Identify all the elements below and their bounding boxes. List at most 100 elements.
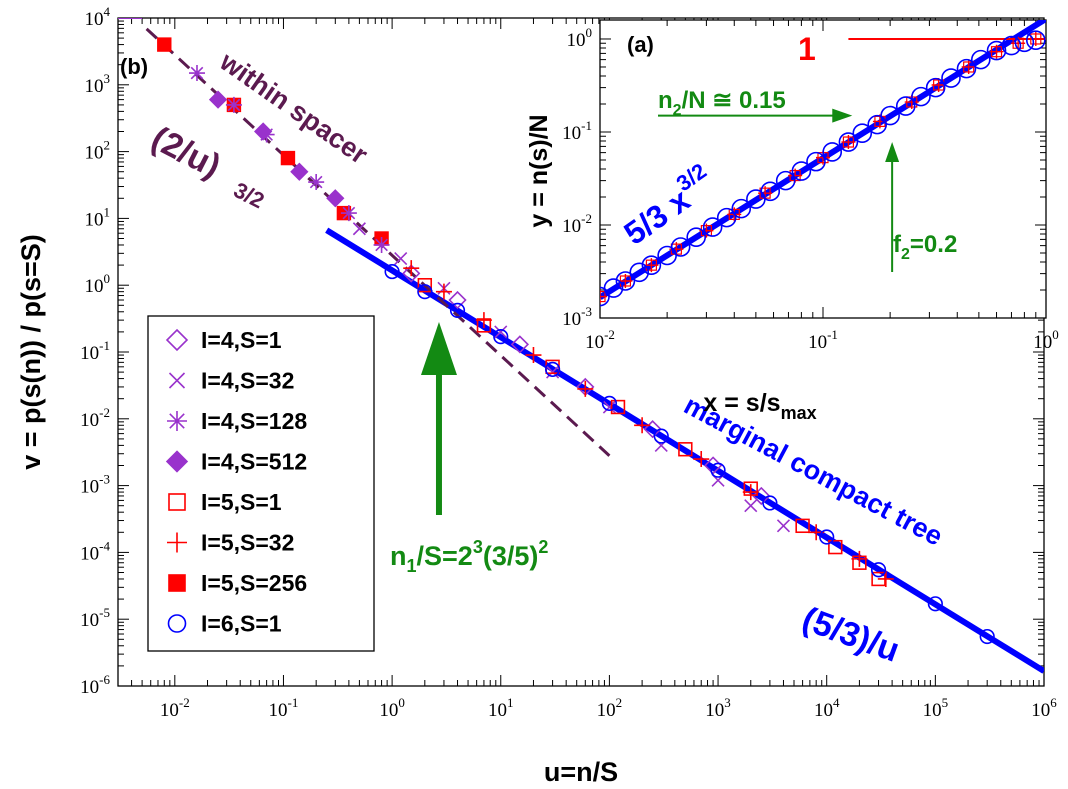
main-data-point (546, 365, 560, 379)
inset-data-point-blue (880, 105, 900, 126)
inset-y-tick-label: 10-3 (562, 304, 592, 330)
legend-item: I=5,S=32 (167, 530, 294, 556)
legend-marker (167, 532, 187, 553)
main-x-tick-label: 100 (379, 695, 405, 721)
main-data-point (280, 150, 296, 166)
main-data-point (493, 329, 509, 345)
inset-data-point-blue (1001, 35, 1022, 56)
inset-data-point-blue (760, 181, 781, 202)
main-data-point (258, 126, 275, 143)
main-data-point (710, 462, 726, 478)
inset-data-point-blue (716, 207, 737, 228)
legend-label: I=6,S=1 (201, 611, 282, 637)
inset-y-tick-label: 100 (567, 25, 593, 51)
main-data-point (157, 37, 172, 52)
main-x-tick-label: 105 (923, 695, 949, 721)
inset-data-point-red-box (619, 275, 632, 287)
main-data-point (742, 484, 759, 501)
one-label: 1 (798, 31, 816, 67)
main-data-point (394, 252, 408, 266)
main-x-tick-label: 102 (597, 695, 623, 721)
legend-marker (168, 493, 186, 511)
main-y-tick-label: 10-1 (80, 338, 110, 364)
inset-ticks (599, 20, 1047, 319)
main-data-point (290, 162, 309, 181)
legend: I=4,S=1 I=4,S=32 I=4,S=128 I=4,S=512 I=5,S=1… (147, 315, 375, 652)
f2-label: f2=0.2 (893, 231, 957, 263)
main-data-point (819, 529, 835, 545)
main-data-point (602, 400, 616, 414)
main-y-tick-label: 100 (85, 271, 111, 297)
main-data-point (352, 222, 366, 236)
inset-data-point-blue (822, 142, 843, 162)
inset-data-point-blue (641, 255, 662, 275)
inset-data-point-blue (791, 161, 812, 181)
legend-item: I=6,S=1 (167, 611, 282, 637)
main-data-point (435, 283, 452, 300)
main-data-point (449, 302, 466, 318)
inset-data-point-blue (925, 77, 946, 98)
main-y-tick-label: 10-6 (80, 672, 110, 698)
main-data-point (828, 539, 843, 555)
main-data-point (979, 628, 995, 645)
main-data-point (870, 562, 887, 578)
inset-data-point-blue (670, 237, 691, 257)
main-data-point (610, 399, 626, 415)
inset-data-point-blue (956, 58, 977, 79)
inset-data-point-blue (941, 68, 961, 88)
main-y-axis-title: v = p(s(n)) / p(s=S) (16, 234, 46, 470)
main-data-point (510, 335, 530, 354)
main-data-point (927, 596, 943, 612)
inset-data-point-red-box (600, 290, 606, 303)
main-data-point (494, 325, 508, 339)
legend-label: I=4,S=128 (201, 408, 307, 434)
main-y-tick-label: 10-5 (80, 605, 110, 631)
main-data-point (525, 347, 542, 364)
main-data-point (448, 290, 467, 310)
f2-arrow (885, 142, 900, 272)
main-x-tick-label: 101 (488, 695, 514, 721)
legend-label: I=4,S=512 (201, 449, 307, 475)
main-data-point (417, 284, 433, 300)
main-y-tick-label: 103 (85, 71, 111, 97)
legend-label: I=5,S=1 (201, 489, 282, 515)
main-x-tick-label: 106 (1031, 695, 1057, 721)
legend-box (147, 315, 375, 652)
inset-y-axis-title: y = n(s)/N (525, 114, 553, 227)
main-y-tick-label: 104 (85, 4, 111, 30)
inset-data-point-blue (895, 96, 916, 116)
main-data-point (208, 90, 228, 109)
main-data-point (877, 570, 894, 587)
main-data-point (678, 442, 693, 457)
main-data-point (476, 318, 492, 333)
inset-x-tick-label: 100 (1033, 327, 1059, 353)
legend-label: I=5,S=32 (201, 530, 294, 556)
main-data-point (384, 263, 400, 280)
inset-data-point-blue (686, 227, 706, 247)
f2-arrow-head (885, 142, 900, 162)
n1-label: n1/S=23(3/5)2 (390, 537, 548, 576)
main-data-point (693, 451, 710, 468)
main-y-tick-label: 10-4 (80, 538, 110, 564)
main-data-point (776, 519, 791, 533)
n1-arrow-head (420, 322, 457, 375)
n1-arrow (420, 322, 457, 515)
main-y-tick-label: 102 (85, 138, 111, 164)
main-data-point (643, 420, 662, 439)
main-data-point (653, 428, 669, 444)
main-data-point (744, 499, 758, 513)
main-x-tick-label: 103 (705, 695, 731, 721)
inset-data-point-blue (970, 49, 991, 70)
inset-data-point-blue (852, 123, 873, 144)
inset-data-point-blue (1014, 32, 1035, 53)
inset-data-point-blue (629, 262, 650, 283)
inset-data-point-blue (702, 217, 723, 237)
inset-data-point-blue (986, 40, 1007, 61)
main-x-axis-title: u=n/S (544, 757, 618, 787)
legend-label: I=5,S=256 (201, 570, 307, 596)
legend-marker (168, 574, 186, 592)
inset-data-point-blue (838, 132, 859, 152)
main-x-tick-label: 10-2 (160, 695, 190, 721)
inset-data-points (600, 30, 1046, 307)
